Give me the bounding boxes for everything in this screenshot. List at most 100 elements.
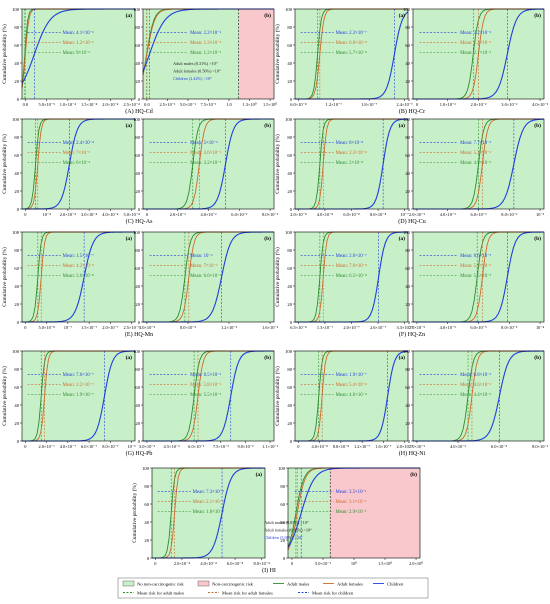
y-axis-label: Cumulative probability (%) xyxy=(274,134,281,194)
mean-label: Mean: 2.1×10⁻⁴ xyxy=(193,499,224,505)
panel-tag: (b) xyxy=(264,235,271,242)
y-tick-label: 100 xyxy=(133,230,141,235)
x-tick-label: 4.0×10⁻⁸ xyxy=(312,444,329,449)
risk-label: Adult males (0.83%) >10⁰ xyxy=(264,520,309,525)
x-tick-label: 4.0×10⁻⁴ xyxy=(200,561,217,566)
panel-caption: (D) HQ-Cu xyxy=(398,218,426,225)
plot-frame xyxy=(21,231,136,323)
legend-swatch xyxy=(122,580,135,587)
mean-label: Mean: 4.1×10⁻⁶ xyxy=(63,30,94,36)
no-risk-area xyxy=(413,351,544,441)
y-tick-label: 0 xyxy=(138,439,141,444)
panel-caption: (C) HQ-As xyxy=(126,218,153,225)
x-tick-label: 7.5×10⁻² xyxy=(213,444,230,449)
x-tick-label: 8.0×10⁻⁸ xyxy=(370,212,387,217)
plot-frame xyxy=(142,8,275,100)
plot-frame xyxy=(151,467,266,559)
y-tick-label: 60 xyxy=(14,43,19,48)
mean-label: Mean: 5.8×10⁻² xyxy=(190,382,221,388)
panel-tag: (b) xyxy=(534,122,541,129)
y-tick-label: 80 xyxy=(405,367,410,372)
x-tick-label: 4.0×10⁻³ xyxy=(139,325,156,330)
plot-frame xyxy=(412,118,545,210)
legend-label: Adult males xyxy=(287,582,310,587)
legend: No non-carcinogenic risk Non-carcinogenic… xyxy=(117,577,429,599)
y-tick-label: 0 xyxy=(408,207,411,212)
plot-frame xyxy=(412,350,545,442)
mean-label: Mean: 2.9×10⁻¹ xyxy=(336,509,367,515)
x-tick-label: 0 xyxy=(24,444,27,449)
mean-label: Mean: 2×10⁻⁸ xyxy=(336,160,364,166)
panel-14: 0 20 40 60 80 100 3.0×10⁻² 4.5×10⁻² 6.0×10⁻² 7.5×… xyxy=(133,349,279,449)
panel-2: 0 20 40 60 80 100 0.0 2.5×10⁻¹ 5.0×10⁻¹ 7.5×10⁻¹ 1… xyxy=(133,7,277,107)
y-tick-label: 60 xyxy=(405,266,410,271)
y-tick-label: 100 xyxy=(12,349,20,354)
mean-label: Mean: 5.4×10⁻⁸ xyxy=(336,382,367,388)
panel-13: 0 20 40 60 80 100 0 2.0×10⁻⁷ 4.0×10⁻⁷ 6.0×10⁻⁷ 8.0… xyxy=(1,349,152,457)
mean-label: Mean: 1.8×10⁻⁴ xyxy=(193,509,224,515)
x-tick-label: 8.0×10⁻³ xyxy=(532,444,549,449)
mean-label: Mean: 3.6×10⁻⁸ xyxy=(63,273,94,279)
y-tick-label: 20 xyxy=(405,302,410,307)
x-tick-label: 1.1×10⁻¹ xyxy=(262,444,279,449)
no-risk-area xyxy=(143,232,274,322)
panel-tag: (a) xyxy=(126,235,133,242)
y-tick-label: 80 xyxy=(14,367,19,372)
mean-label: Mean: 3.2×10⁻³ xyxy=(190,160,221,166)
x-tick-label: 2.0×10⁻³ xyxy=(409,444,426,449)
mean-label: Mean: 5.5×10⁻² xyxy=(190,392,221,398)
legend-label: No non-carcinogenic risk xyxy=(137,582,184,587)
y-tick-label: 20 xyxy=(14,302,19,307)
mean-label: Mean: 2.3×10⁻⁷ xyxy=(336,30,367,36)
y-tick-label: 100 xyxy=(285,7,293,12)
mean-label: Mean: 6×10⁻⁵ xyxy=(63,160,91,166)
y-tick-label: 0 xyxy=(408,320,411,325)
x-tick-label: 3.0×10⁻⁴ xyxy=(81,212,98,217)
mean-label: Mean: 1.2×10⁻⁶ xyxy=(63,40,94,46)
legend-label: Adult females xyxy=(337,582,363,587)
y-tick-label: 60 xyxy=(135,266,140,271)
x-tick-label: 8.0×10⁻³ xyxy=(501,212,518,217)
x-tick-label: 2.0×10⁻³ xyxy=(170,212,187,217)
x-tick-label: 4.0×10⁻⁵ xyxy=(440,325,457,330)
y-tick-label: 0 xyxy=(17,97,20,102)
mean-label: Mean: 7.3×10⁻⁴ xyxy=(193,489,224,495)
y-tick-label: 100 xyxy=(285,117,293,122)
x-tick-label: 1.5×10⁻⁷ xyxy=(81,325,98,330)
mean-label: Mean: 7.7×10⁻³ xyxy=(460,140,491,146)
plot-frame xyxy=(142,118,275,210)
plot-frame xyxy=(287,467,421,559)
panel-caption: (I) HI xyxy=(262,567,276,574)
y-tick-label: 20 xyxy=(405,79,410,84)
legend-label: Mean risk for children xyxy=(312,591,354,596)
risk-area xyxy=(238,9,274,99)
risk-label: Children (5.08%) >10⁰ xyxy=(264,535,303,540)
y-tick-label: 100 xyxy=(403,7,411,12)
plot-frame xyxy=(294,231,409,323)
x-tick-label: 2.0×10⁻⁵ xyxy=(409,325,426,330)
x-tick-label: 5.0×10⁻⁵ xyxy=(39,102,56,107)
mean-label: Mean: 4.4×10⁻³ xyxy=(460,392,491,398)
no-risk-area xyxy=(22,9,135,99)
x-tick-label: 4.0×10⁻³ xyxy=(440,212,457,217)
mean-label: Mean: 7.6×10⁻⁸ xyxy=(336,263,367,269)
mean-label: Mean: 2.1×10⁻² xyxy=(460,50,491,56)
x-tick-label: 8.0×10⁻⁴ xyxy=(254,561,271,566)
y-tick-label: 40 xyxy=(135,403,140,408)
y-axis-label: Cumulative probability (%) xyxy=(274,366,281,426)
panel-16: 0 20 40 60 80 100 2.0×10⁻³ 4.0×10⁻³ 6.0×10⁻³ 8.0×… xyxy=(403,349,549,449)
mean-label: Mean: 7×10⁻³ xyxy=(190,263,218,269)
y-tick-label: 0 xyxy=(408,439,411,444)
panel-caption: (H) HQ-Ni xyxy=(399,450,426,457)
panel-17: 0 20 40 60 80 100 0 2.0×10⁻⁴ 4.0×10⁻⁴ 6.0×10⁻⁴ 8.0… xyxy=(131,466,276,574)
x-tick-label: 8.0×10⁻³ xyxy=(262,212,279,217)
y-tick-label: 40 xyxy=(14,61,19,66)
panel-12: 0 20 40 60 80 100 2.0×10⁻⁵ 4.0×10⁻⁵ 6.0×10⁻⁵ 8.0×… xyxy=(403,230,545,330)
y-tick-label: 40 xyxy=(280,520,285,525)
y-tick-label: 60 xyxy=(287,266,292,271)
x-tick-label: 10⁻⁷ xyxy=(64,325,73,330)
mean-label: Mean: 1.5×10⁻⁷ xyxy=(63,253,94,259)
y-tick-label: 80 xyxy=(14,25,19,30)
y-tick-label: 80 xyxy=(287,135,292,140)
x-tick-label: 0 xyxy=(291,561,294,566)
